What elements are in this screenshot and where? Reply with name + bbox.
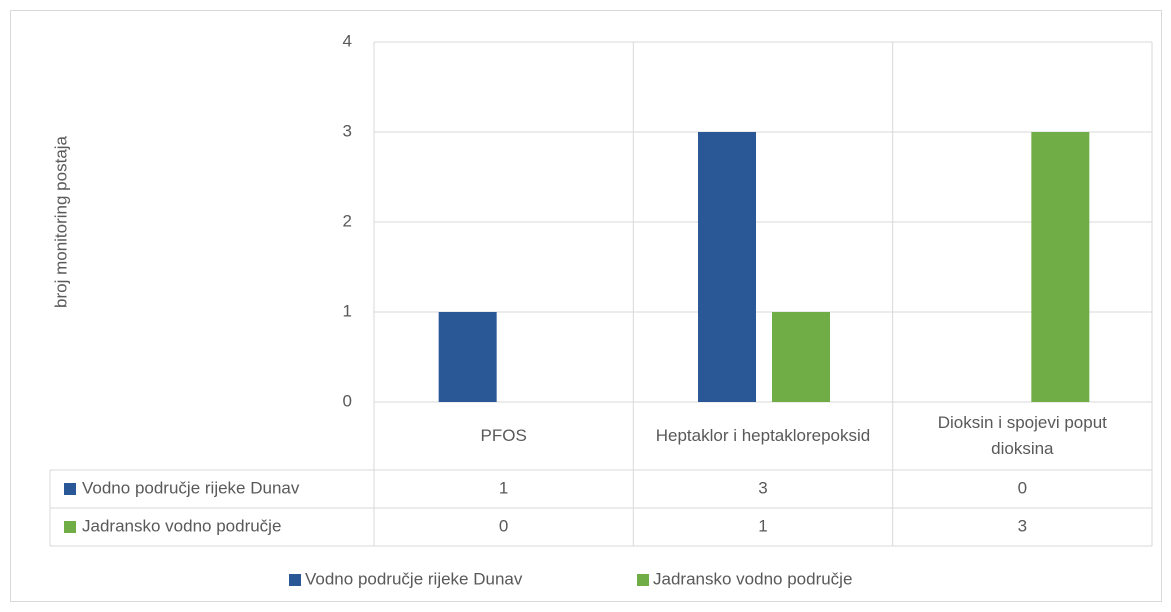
legend-swatch — [289, 574, 301, 586]
x-tick-label: Dioksin i spojevi poput dioksina — [937, 413, 1107, 458]
bar — [772, 312, 830, 402]
table-series-name: Jadransko vodno područje — [82, 516, 281, 535]
x-tick-label: Heptaklor i heptaklorepoksid — [655, 426, 871, 445]
legend-swatch — [64, 483, 76, 495]
table-cell: 3 — [1018, 516, 1027, 535]
bar — [698, 132, 756, 402]
x-tick-label: PFOS — [480, 426, 527, 445]
chart-border — [10, 10, 1162, 602]
table-cell: 1 — [499, 478, 508, 497]
table-series-name: Vodno područje rijeke Dunav — [82, 478, 300, 497]
legend-swatch — [637, 574, 649, 586]
bar — [1031, 132, 1090, 402]
y-tick-label: 3 — [343, 121, 352, 140]
table-cell: 3 — [758, 478, 767, 497]
legend-swatch — [64, 521, 76, 533]
bar — [438, 312, 497, 402]
y-tick-label: 2 — [343, 211, 352, 230]
y-tick-label: 4 — [343, 31, 352, 50]
table-cell: 0 — [1018, 478, 1027, 497]
y-tick-label: 0 — [343, 391, 352, 410]
legend-label: Vodno područje rijeke Dunav — [305, 569, 523, 588]
table-cell: 0 — [499, 516, 508, 535]
y-tick-label: 1 — [343, 301, 352, 320]
legend-label: Jadransko vodno područje — [653, 569, 852, 588]
table-cell: 1 — [758, 516, 767, 535]
y-axis-label: broj monitoring postaja — [51, 135, 70, 308]
